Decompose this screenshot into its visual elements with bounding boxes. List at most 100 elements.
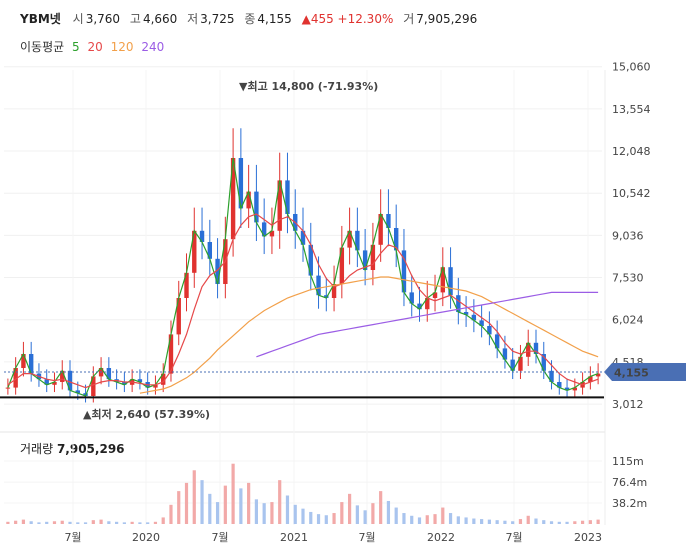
ma-240-legend[interactable]: 240: [141, 40, 165, 54]
candle-body: [91, 376, 96, 396]
volume-value: 7,905,296: [416, 12, 478, 26]
volume-bar: [76, 522, 80, 524]
candle-body: [595, 373, 601, 377]
stock-symbol: YBM넷: [20, 12, 61, 26]
candle-body: [448, 267, 453, 296]
x-tick-label: 2022: [427, 531, 455, 544]
ma-120-legend[interactable]: 120: [110, 40, 134, 54]
volume-bar: [402, 513, 406, 524]
volume-bar: [247, 482, 251, 524]
volume-bar: [200, 480, 204, 524]
volume-bar: [115, 521, 119, 524]
volume-bar: [45, 521, 49, 524]
candle-body: [277, 180, 282, 231]
candle-body: [533, 342, 539, 354]
volume-panel-title: 거래량 7,905,296: [20, 440, 125, 457]
candle-body: [28, 354, 34, 374]
candle-body: [502, 348, 508, 360]
volume-bar: [518, 519, 523, 524]
volume-bar: [91, 520, 95, 524]
ma-20-legend[interactable]: 20: [87, 40, 103, 54]
volume-bar: [184, 482, 189, 524]
volume-bar: [301, 508, 305, 524]
candle-body: [378, 214, 383, 245]
candle-body: [75, 390, 80, 394]
volume-panel-value: 7,905,296: [56, 442, 125, 456]
change-value: ▲455 +12.30%: [301, 12, 394, 26]
volume-bar: [21, 519, 26, 524]
volume-bar: [316, 514, 321, 524]
volume-bar: [52, 521, 57, 524]
candle-body: [176, 298, 181, 335]
price-tick-label: 6,024: [612, 314, 644, 327]
price-tick-label: 12,048: [612, 145, 651, 158]
volume-bar: [6, 521, 10, 524]
volume-bar: [68, 521, 72, 524]
candle-body: [549, 370, 554, 382]
x-tick-label: 2021: [280, 531, 308, 544]
volume-bar: [324, 515, 328, 524]
volume-bar: [169, 504, 173, 524]
candle-body: [494, 334, 500, 349]
volume-bar: [542, 520, 546, 524]
volume-bar: [309, 511, 313, 524]
volume-bar: [14, 520, 18, 524]
low-annotation: ▲최저 2,640 (57.39%): [83, 407, 210, 421]
volume-bar: [285, 495, 290, 524]
volume-bar: [347, 493, 352, 524]
volume-bar: [565, 521, 569, 524]
volume-bar: [448, 513, 453, 524]
price-tick-label: 15,060: [612, 61, 651, 74]
candle-body: [316, 275, 321, 296]
candle-body: [122, 382, 127, 385]
candle-body: [401, 250, 407, 293]
candle-body: [588, 376, 593, 382]
candle-body: [60, 370, 65, 382]
candle-body: [518, 356, 523, 371]
candle-body: [21, 354, 26, 368]
low-value: 3,725: [200, 12, 235, 26]
volume-bar: [433, 514, 437, 524]
candle-body: [168, 334, 174, 374]
price-tick-label: 10,542: [612, 187, 651, 200]
volume-bar: [254, 499, 259, 524]
price-tick-label: 13,554: [612, 103, 651, 116]
x-tick-label: 2020: [132, 531, 160, 544]
candle-body: [269, 230, 275, 237]
x-tick-label: 7월: [64, 531, 81, 544]
candle-body: [487, 326, 492, 335]
volume-bar: [215, 502, 220, 524]
candle-body: [184, 272, 189, 298]
candle-body: [300, 230, 306, 245]
open-label: 시: [72, 12, 84, 26]
moving-average-label: 이동평균: [20, 40, 65, 54]
candle-body: [285, 180, 290, 214]
candle-body: [161, 373, 166, 385]
volume-panel-label: 거래량: [20, 442, 54, 456]
volume-bar: [394, 507, 398, 524]
volume-bar: [371, 503, 375, 524]
volume-bar: [495, 520, 499, 524]
candle-body: [564, 387, 570, 391]
volume-bar: [464, 517, 468, 524]
volume-bar: [138, 522, 142, 524]
volume-bar: [60, 520, 64, 524]
volume-bar: [262, 503, 266, 524]
candle-body: [417, 303, 422, 310]
volume-tick-label: 76.4m: [612, 476, 647, 489]
candle-body: [13, 368, 18, 388]
candle-body: [324, 295, 329, 298]
candle-body: [463, 312, 469, 315]
volume-bar: [425, 515, 429, 524]
volume-bar: [511, 521, 515, 524]
volume-bar: [410, 515, 414, 524]
candle-body: [192, 230, 197, 273]
high-annotation: ▼최고 14,800 (-71.93%): [239, 79, 378, 93]
volume-bar: [270, 502, 274, 524]
volume-bar: [223, 485, 227, 524]
ma-line-120: [139, 276, 599, 394]
volume-bar: [596, 519, 600, 524]
x-tick-label: 7월: [358, 531, 375, 544]
ma-5-legend[interactable]: 5: [72, 40, 80, 54]
